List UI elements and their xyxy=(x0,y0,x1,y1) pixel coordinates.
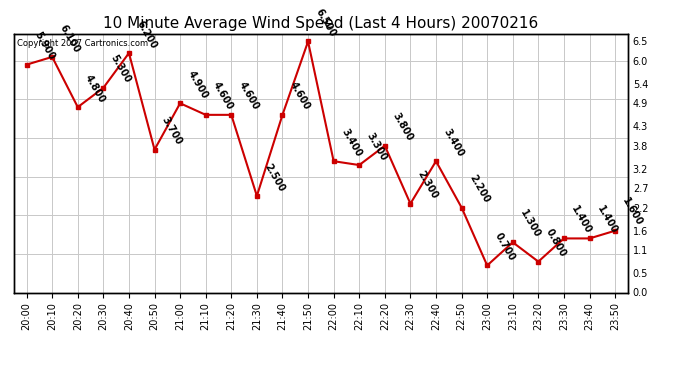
Text: 6.100: 6.100 xyxy=(58,22,82,54)
Text: 2.300: 2.300 xyxy=(416,169,440,201)
Text: 3.400: 3.400 xyxy=(339,127,363,158)
Title: 10 Minute Average Wind Speed (Last 4 Hours) 20070216: 10 Minute Average Wind Speed (Last 4 Hou… xyxy=(104,16,538,31)
Text: 6.200: 6.200 xyxy=(135,19,159,50)
Text: 1.300: 1.300 xyxy=(518,208,542,240)
Text: 0.700: 0.700 xyxy=(493,231,517,263)
Text: 4.600: 4.600 xyxy=(288,81,312,112)
Text: 4.600: 4.600 xyxy=(237,81,261,112)
Text: 3.800: 3.800 xyxy=(391,111,415,143)
Text: 5.300: 5.300 xyxy=(109,53,133,85)
Text: 4.900: 4.900 xyxy=(186,69,210,100)
Text: 1.400: 1.400 xyxy=(569,204,593,236)
Text: 1.600: 1.600 xyxy=(621,196,644,228)
Text: 3.400: 3.400 xyxy=(442,127,466,158)
Text: 4.800: 4.800 xyxy=(83,73,108,104)
Text: 3.300: 3.300 xyxy=(365,130,389,162)
Text: 6.500: 6.500 xyxy=(314,7,337,39)
Text: 2.500: 2.500 xyxy=(262,162,286,193)
Text: 5.900: 5.900 xyxy=(32,30,56,62)
Text: 2.200: 2.200 xyxy=(467,173,491,205)
Text: Copyright 2007 Cartronics.com: Copyright 2007 Cartronics.com xyxy=(17,39,148,48)
Text: 3.700: 3.700 xyxy=(160,115,184,147)
Text: 4.600: 4.600 xyxy=(211,81,235,112)
Text: 0.800: 0.800 xyxy=(544,227,568,259)
Text: 1.400: 1.400 xyxy=(595,204,619,236)
